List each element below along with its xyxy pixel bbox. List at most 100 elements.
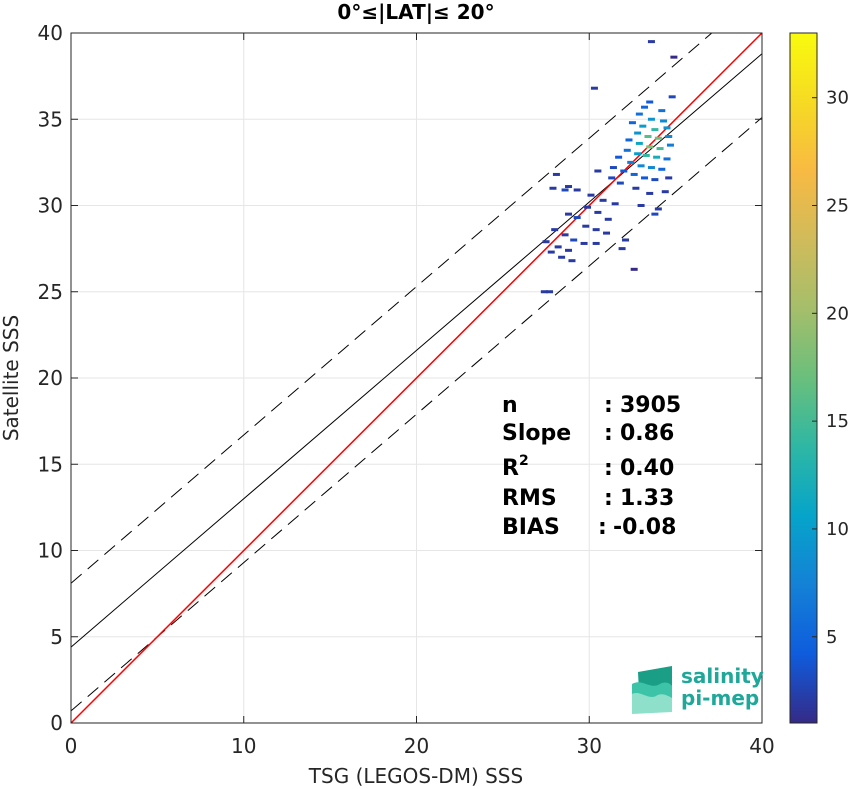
density-point (663, 126, 671, 130)
density-point (616, 181, 624, 185)
x-tick-label: 40 (749, 734, 774, 758)
logo-line1: salinity (681, 664, 764, 688)
x-tick-label: 30 (577, 734, 602, 758)
stat-n-colon: : (604, 393, 613, 418)
density-point (565, 185, 573, 189)
stat-n-label: n (502, 393, 518, 418)
density-point (635, 141, 643, 145)
stat-bias-colon: : (598, 515, 607, 540)
density-point (590, 86, 598, 90)
axis-ticks: 0 10 20 30 40 0 5 10 15 20 25 30 35 40 (38, 21, 775, 758)
logo-line2: pi-mep (681, 686, 759, 710)
density-point (622, 238, 630, 242)
density-point (546, 290, 554, 294)
colorbar: 5 10 15 20 25 30 (789, 32, 849, 724)
stat-slope-value: 0.86 (620, 421, 674, 446)
y-tick-label: 0 (50, 711, 63, 735)
salinity-pimep-logo: salinity pi-mep (632, 664, 764, 714)
density-point (635, 112, 643, 116)
density-point (654, 207, 662, 211)
density-point (561, 233, 569, 237)
density-point (665, 135, 673, 138)
y-tick-label: 10 (38, 539, 63, 563)
x-tick-label: 10 (231, 734, 256, 758)
density-point (592, 228, 600, 232)
x-tick-label: 20 (404, 734, 429, 758)
density-point (666, 143, 674, 147)
density-point (594, 169, 602, 173)
density-point (594, 210, 602, 214)
x-tick-label: 0 (65, 734, 78, 758)
density-point (540, 290, 548, 294)
stat-r2-colon: : (604, 456, 613, 481)
density-point (647, 166, 655, 170)
colorbar-tick-label: 20 (826, 303, 849, 324)
density-point (584, 205, 592, 209)
density-point (580, 241, 588, 245)
y-tick-label: 30 (38, 194, 63, 218)
density-point (604, 217, 612, 221)
stat-rms-colon: : (604, 486, 613, 511)
density-point (634, 152, 642, 156)
x-axis-label: TSG (LEGOS-DM) SSS (308, 764, 523, 788)
colorbar-tick-label: 10 (826, 519, 849, 540)
density-point (663, 157, 671, 161)
density-point (625, 138, 633, 142)
density-point (661, 190, 669, 194)
stat-rms-label: RMS (502, 486, 557, 511)
density-point (647, 117, 655, 121)
density-point (630, 172, 638, 176)
density-point (609, 166, 617, 170)
colorbar-tick-label: 5 (826, 627, 837, 648)
density-point (642, 153, 650, 157)
stat-r2-value: 0.40 (620, 456, 674, 481)
y-tick-label: 35 (38, 107, 63, 131)
density-point (630, 267, 638, 271)
density-point (573, 188, 581, 192)
colorbar-tick-label: 25 (826, 196, 849, 217)
chart-title: 0°≤|LAT|≤ 20° (337, 0, 494, 24)
density-point (644, 135, 652, 138)
density-point (658, 109, 666, 113)
density-point (658, 167, 666, 171)
density-point (618, 247, 626, 251)
density-point (656, 147, 664, 151)
density-point (627, 160, 635, 164)
density-point (639, 124, 647, 128)
density-point (646, 100, 654, 104)
density-point (632, 186, 640, 190)
density-point (587, 193, 595, 197)
lower-bound-line (71, 117, 762, 712)
density-point (549, 186, 557, 190)
density-point (582, 224, 590, 228)
stat-bias-label: BIAS (502, 515, 560, 540)
density-point (647, 40, 655, 44)
stats-block: n : 3905 Slope : 0.86 R2 : 0.40 RMS : 1.… (502, 393, 681, 540)
density-point (568, 259, 576, 263)
density-point (554, 245, 562, 249)
density-point (654, 136, 662, 140)
colorbar-ticks: 5 10 15 20 25 30 (812, 88, 849, 648)
density-point (660, 119, 668, 123)
density-point (573, 216, 581, 220)
y-tick-label: 15 (38, 452, 63, 476)
density-point (570, 238, 578, 242)
density-point (558, 255, 566, 259)
density-point (628, 121, 636, 125)
density-point (565, 248, 573, 252)
stat-r2-base: R (502, 456, 519, 481)
density-point (634, 131, 642, 135)
upper-bound-line (71, 33, 713, 584)
colorbar-tick-label: 15 (826, 411, 849, 432)
density-point (665, 176, 673, 180)
density-point (599, 198, 607, 202)
density-point (637, 164, 645, 168)
stat-r2-label: R2 (502, 453, 529, 481)
y-tick-label: 20 (38, 366, 63, 390)
density-point (646, 191, 654, 195)
y-tick-label: 5 (50, 625, 63, 649)
density-point (561, 188, 569, 192)
density-point (646, 145, 654, 149)
density-point (651, 128, 659, 132)
